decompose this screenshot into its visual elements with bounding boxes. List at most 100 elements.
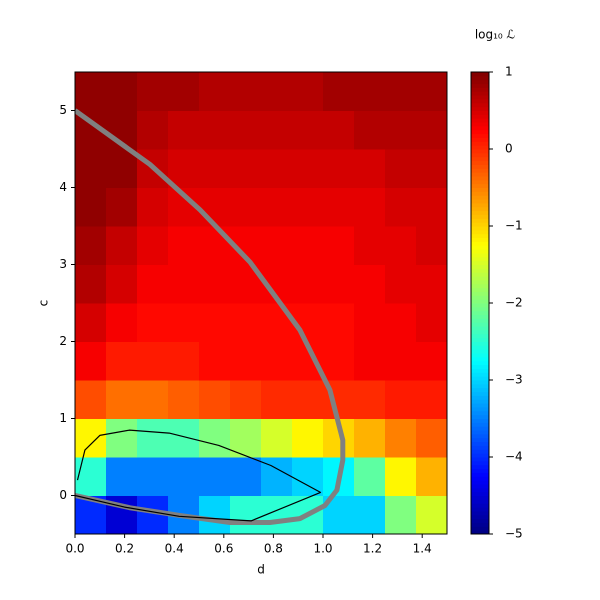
colorbar-segment bbox=[471, 210, 489, 215]
heat-cell bbox=[261, 457, 293, 496]
x-tick-label: 0.0 bbox=[65, 542, 84, 556]
heat-cell bbox=[354, 72, 386, 111]
heat-cell bbox=[106, 149, 138, 188]
heat-cell bbox=[137, 341, 169, 381]
heat-cell bbox=[199, 380, 231, 419]
heat-cell bbox=[323, 72, 355, 111]
curve bbox=[75, 429, 322, 522]
colorbar-tick-label: 0 bbox=[505, 142, 513, 156]
heat-cell bbox=[292, 187, 324, 227]
heat-cell bbox=[354, 303, 386, 342]
colorbar-segment bbox=[471, 491, 489, 496]
colorbar-segment bbox=[471, 122, 489, 127]
colorbar-segment bbox=[471, 202, 489, 208]
colorbar-tick-label: −3 bbox=[505, 373, 523, 387]
heat-cell bbox=[261, 380, 293, 419]
heat-cell bbox=[199, 110, 231, 150]
heat-cell bbox=[323, 303, 355, 342]
colorbar-segment bbox=[471, 518, 489, 523]
colorbar-segment bbox=[471, 507, 489, 512]
colorbar-segment bbox=[471, 380, 489, 385]
heat-cell bbox=[106, 226, 138, 265]
heat-cell bbox=[354, 187, 386, 227]
heat-cell bbox=[261, 187, 293, 227]
heat-cell bbox=[75, 418, 107, 458]
heat-cell bbox=[385, 380, 417, 419]
heat-cell bbox=[75, 187, 107, 227]
heat-cell bbox=[137, 457, 169, 496]
heat-cell bbox=[168, 380, 200, 419]
colorbar-segment bbox=[471, 449, 489, 454]
colorbar-segment bbox=[471, 403, 489, 408]
heat-cell bbox=[168, 303, 200, 342]
colorbar-segment bbox=[471, 137, 489, 142]
colorbar-segment bbox=[471, 79, 489, 85]
colorbar-tick-label: −1 bbox=[505, 219, 523, 233]
heat-cell bbox=[199, 303, 231, 342]
heat-cell bbox=[323, 110, 355, 150]
heat-cell bbox=[230, 457, 262, 496]
heat-cell bbox=[292, 264, 324, 304]
colorbar-segment bbox=[471, 437, 489, 443]
colorbar-segment bbox=[471, 237, 489, 242]
colorbar-segment bbox=[471, 91, 489, 96]
heat-cell bbox=[416, 380, 447, 419]
heat-cell bbox=[323, 226, 355, 265]
heat-cell bbox=[230, 72, 262, 111]
colorbar-segment bbox=[471, 349, 489, 354]
colorbar-segment bbox=[471, 145, 489, 150]
heat-cell bbox=[354, 226, 386, 265]
colorbar-segment bbox=[471, 487, 489, 493]
heat-cell bbox=[168, 341, 200, 381]
y-tick-label: 2 bbox=[59, 334, 67, 348]
colorbar-segment bbox=[471, 329, 489, 335]
colorbar-segment bbox=[471, 530, 489, 535]
colorbar-segment bbox=[471, 249, 489, 254]
heat-cell bbox=[75, 380, 107, 419]
colorbar-segment bbox=[471, 499, 489, 504]
heat-cell bbox=[385, 110, 417, 150]
colorbar-segment bbox=[471, 75, 489, 81]
colorbar-segment bbox=[471, 391, 489, 396]
heat-cell bbox=[199, 72, 231, 111]
x-tick-label: 0.8 bbox=[264, 542, 283, 556]
colorbar-segment bbox=[471, 483, 489, 489]
colorbar-segment bbox=[471, 149, 489, 154]
colorbar-segment bbox=[471, 472, 489, 477]
heat-cell bbox=[416, 72, 447, 111]
y-tick-label: 5 bbox=[59, 103, 67, 117]
heat-cell bbox=[354, 418, 386, 458]
colorbar-segment bbox=[471, 376, 489, 381]
heat-cell bbox=[323, 149, 355, 188]
colorbar-segment bbox=[471, 226, 489, 231]
colorbar-segment bbox=[471, 387, 489, 393]
colorbar-segment bbox=[471, 206, 489, 212]
heat-cell bbox=[137, 187, 169, 227]
heat-cell bbox=[75, 303, 107, 342]
heat-cell bbox=[416, 187, 447, 227]
heat-cell bbox=[261, 303, 293, 342]
heat-cell bbox=[385, 149, 417, 188]
colorbar-segment bbox=[471, 333, 489, 339]
heat-cell bbox=[199, 264, 231, 304]
colorbar-segment bbox=[471, 299, 489, 304]
heat-cell bbox=[261, 110, 293, 150]
colorbar-segment bbox=[471, 252, 489, 258]
colorbar-tick-label: −5 bbox=[505, 527, 523, 541]
colorbar-segment bbox=[471, 175, 489, 181]
heat-cell bbox=[323, 341, 355, 381]
heat-cell bbox=[230, 418, 262, 458]
colorbar-segment bbox=[471, 337, 489, 342]
heat-cell bbox=[292, 380, 324, 419]
heat-cell bbox=[137, 226, 169, 265]
heat-cell bbox=[385, 72, 417, 111]
heat-cell bbox=[168, 110, 200, 150]
colorbar-segment bbox=[471, 160, 489, 165]
colorbar-segment bbox=[471, 229, 489, 235]
colorbar-segment bbox=[471, 276, 489, 281]
colorbar-segment bbox=[471, 526, 489, 531]
heat-cell bbox=[137, 303, 169, 342]
heat-cell bbox=[106, 418, 138, 458]
colorbar-segment bbox=[471, 457, 489, 462]
heat-cell bbox=[292, 149, 324, 188]
